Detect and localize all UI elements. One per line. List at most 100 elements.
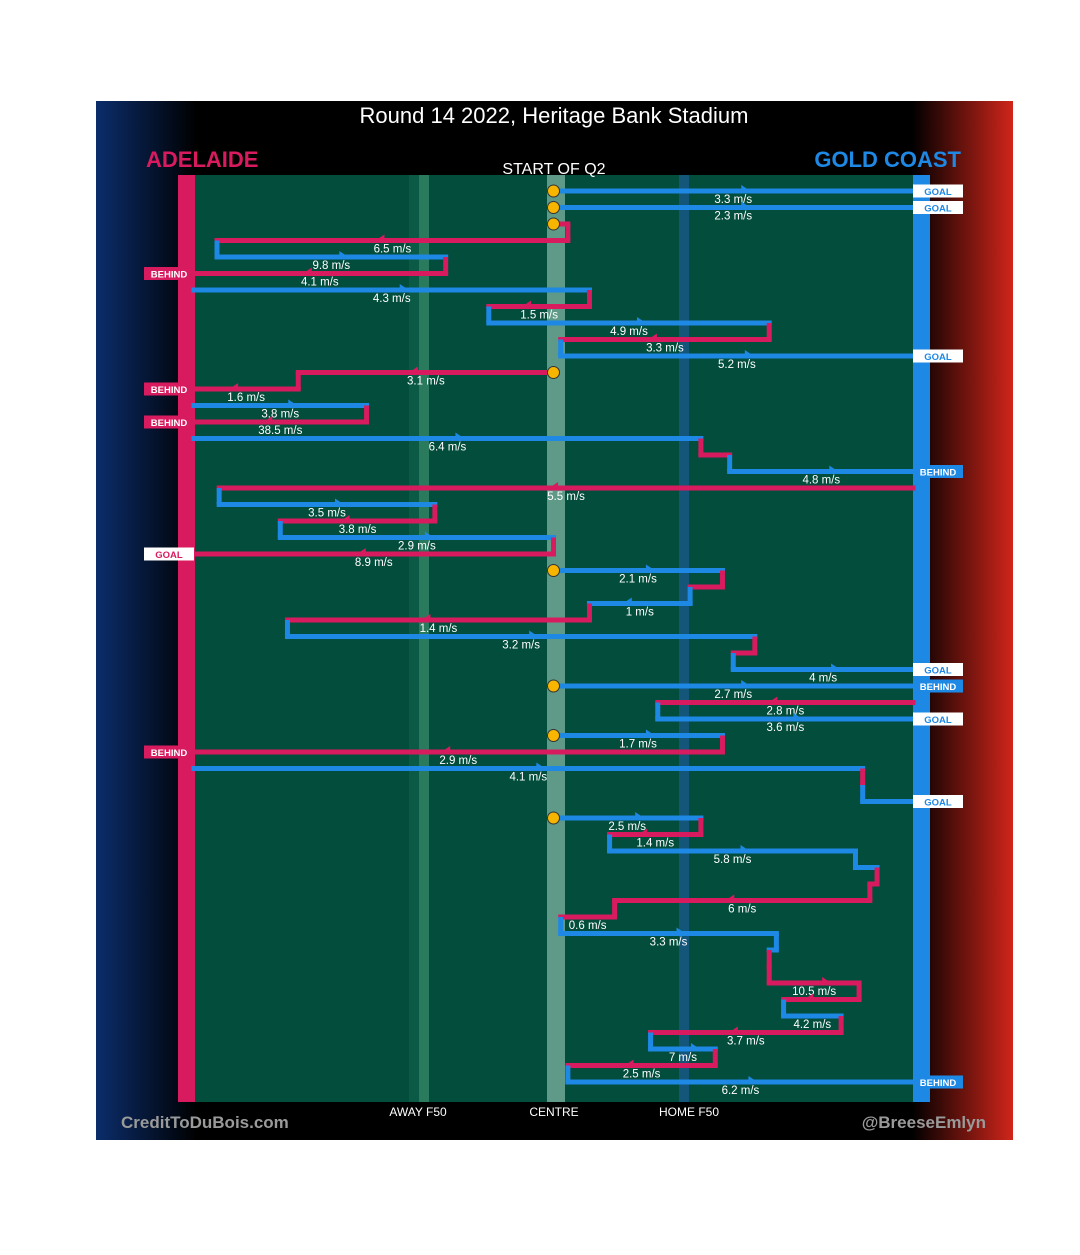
- direction-arrow: [831, 663, 841, 670]
- speed-label: 3.8 m/s: [261, 409, 299, 421]
- outcome-label: GOAL: [924, 204, 952, 215]
- outcome-badge: [913, 679, 963, 693]
- outcome-badge: [913, 795, 963, 808]
- stoppage-marker: [547, 184, 560, 198]
- speed-label: 2.9 m/s: [439, 755, 477, 767]
- direction-arrow: [645, 729, 655, 736]
- possession-chain: 3.8 m/s 38.5 m/s BEHIND: [144, 399, 370, 437]
- speed-label: 2.9 m/s: [398, 541, 436, 553]
- chart-subtitle: START OF Q2: [502, 161, 605, 178]
- possession-chain: 3.1 m/s 1.6 m/s BEHIND: [144, 366, 560, 404]
- speed-label: 9.8 m/s: [312, 260, 350, 272]
- outcome-badge: [913, 201, 963, 214]
- direction-arrow: [645, 564, 655, 571]
- possession-chain: 2.8 m/s 3.6 m/s GOAL: [655, 696, 963, 734]
- direction-arrow: [424, 531, 434, 538]
- credit-left: CreditToDuBois.com: [121, 1113, 289, 1132]
- direction-arrow: [624, 1059, 634, 1066]
- direction-arrow: [829, 465, 839, 472]
- possession-chain: 6.5 m/s 9.8 m/s 4.1 m/s BEHIND: [144, 217, 571, 289]
- direction-arrow: [335, 498, 345, 505]
- direction-arrow: [741, 185, 751, 191]
- speed-label: 5.8 m/s: [714, 854, 752, 866]
- direction-arrow: [441, 746, 451, 752]
- chart-title: Round 14 2022, Heritage Bank Stadium: [360, 103, 749, 128]
- speed-label: 3.3 m/s: [650, 937, 688, 949]
- speed-label: 7 m/s: [669, 1052, 697, 1064]
- direction-arrow: [768, 696, 778, 703]
- possession-chain: 6.4 m/s 4.8 m/s BEHIND: [191, 432, 963, 487]
- speed-label: 4.8 m/s: [802, 475, 840, 487]
- speed-label: 5.2 m/s: [718, 359, 756, 371]
- direction-arrow: [340, 515, 350, 521]
- outcome-label: BEHIND: [151, 270, 188, 281]
- chain-chart: Round 14 2022, Heritage Bank Stadium STA…: [96, 101, 1013, 1140]
- outcome-badge: [144, 547, 194, 561]
- possession-chain: 5.5 m/s 3.5 m/s 3.8 m/s 2.9 m/s 8.9 m/s GOAL: [144, 482, 916, 569]
- speed-label: 6.2 m/s: [722, 1085, 760, 1097]
- outcome-label: BEHIND: [920, 468, 957, 479]
- speed-label: 2.7 m/s: [714, 689, 752, 701]
- speed-label: 2.5 m/s: [608, 821, 646, 833]
- credit-right: @BreeseEmlyn: [862, 1113, 986, 1132]
- axis-label-away-f50: AWAY F50: [389, 1105, 447, 1119]
- outcome-label: GOAL: [924, 666, 952, 677]
- direction-arrow: [549, 482, 559, 488]
- speed-label: 3.2 m/s: [502, 640, 540, 652]
- speed-label: 3.3 m/s: [714, 194, 752, 206]
- outcome-badge: [913, 465, 963, 478]
- speed-label: 38.5 m/s: [258, 425, 302, 437]
- outcome-label: GOAL: [924, 715, 952, 726]
- speed-label: 6 m/s: [728, 904, 756, 916]
- possession-chain: 2.3 m/s GOAL: [547, 201, 963, 223]
- speed-label: 8.9 m/s: [355, 557, 393, 569]
- direction-arrow: [408, 366, 418, 373]
- speed-label: 3.3 m/s: [646, 343, 684, 355]
- stoppage-marker: [547, 679, 560, 693]
- outcome-label: BEHIND: [151, 418, 188, 429]
- speed-label: 1.6 m/s: [227, 392, 265, 404]
- speed-label: 1.4 m/s: [420, 623, 458, 635]
- direction-arrow: [725, 894, 735, 901]
- possession-chain: 2.5 m/s 1.4 m/s 5.8 m/s 6 m/s 0.6 m/s 3.3 m/s…: [547, 811, 963, 1097]
- direction-arrow: [375, 234, 385, 241]
- outcome-label: GOAL: [924, 798, 952, 809]
- axis-label-centre: CENTRE: [529, 1105, 578, 1119]
- direction-arrow: [339, 251, 349, 257]
- direction-arrow: [522, 300, 532, 307]
- speed-label: 1.5 m/s: [520, 310, 558, 322]
- outcome-label: GOAL: [155, 550, 183, 561]
- chart-svg: Round 14 2022, Heritage Bank Stadium STA…: [96, 101, 1013, 1140]
- speed-label: 3.7 m/s: [727, 1036, 765, 1048]
- speed-label: 4 m/s: [809, 673, 837, 685]
- speed-label: 3.1 m/s: [407, 376, 445, 388]
- outcome-label: BEHIND: [920, 682, 957, 693]
- direction-arrow: [635, 812, 645, 818]
- direction-arrow: [748, 1076, 758, 1082]
- outcome-badge: [144, 267, 194, 280]
- speed-label: 0.6 m/s: [569, 920, 607, 932]
- outcome-badge: [144, 745, 194, 759]
- adelaide-goal-line: [178, 175, 195, 1102]
- direction-arrow: [822, 977, 832, 983]
- speed-label: 2.3 m/s: [714, 211, 752, 223]
- outcome-label: GOAL: [924, 187, 952, 198]
- outcome-badge: [144, 415, 194, 429]
- speed-label: 2.5 m/s: [623, 1069, 661, 1081]
- stoppage-marker: [547, 811, 560, 825]
- speed-label: 1.7 m/s: [619, 739, 657, 751]
- direction-arrow: [529, 630, 539, 637]
- direction-arrow: [622, 597, 632, 604]
- direction-arrow: [690, 1043, 700, 1049]
- speed-label: 5.5 m/s: [547, 491, 585, 503]
- outcome-badge: [913, 663, 963, 676]
- direction-arrow: [744, 350, 754, 356]
- possession-chain: 1.7 m/s 2.9 m/s BEHIND: [144, 729, 725, 767]
- direction-arrow: [455, 432, 465, 439]
- speed-label: 4.3 m/s: [373, 293, 411, 305]
- possession-chain: 2.1 m/s 1 m/s 1.4 m/s 3.2 m/s 4 m/s GOAL: [284, 564, 963, 685]
- direction-arrow: [536, 762, 546, 769]
- direction-arrow: [288, 399, 298, 406]
- speed-label: 1.4 m/s: [636, 838, 674, 850]
- speed-label: 2.1 m/s: [619, 574, 657, 586]
